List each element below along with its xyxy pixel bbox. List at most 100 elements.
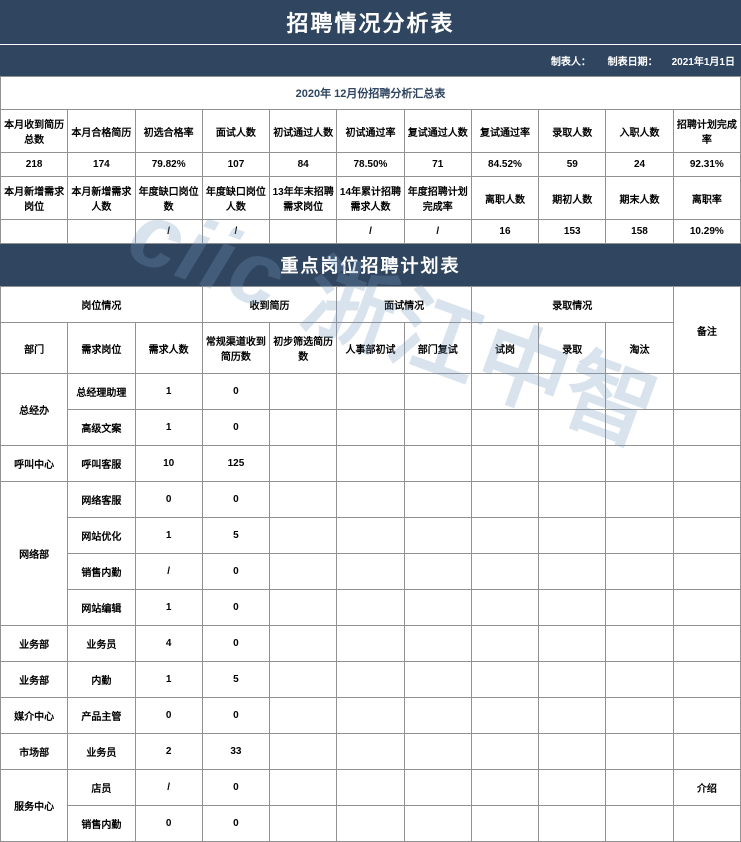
summary-cell: /: [135, 220, 202, 244]
plan-cell: [337, 554, 404, 590]
group-header-resume: 收到简历: [202, 287, 337, 323]
plan-cell: 0: [202, 590, 269, 626]
dept-cell: 呼叫中心: [1, 446, 68, 482]
plan-cell: [673, 806, 740, 842]
plan-cell: 0: [202, 554, 269, 590]
plan-cell: [337, 446, 404, 482]
plan-cell: [606, 734, 673, 770]
plan-cell: [404, 698, 471, 734]
summary-value-row-1: 21817479.82%1078478.50%7184.52%592492.31…: [1, 153, 741, 177]
plan-cell: [673, 482, 740, 518]
plan-cell: [606, 806, 673, 842]
plan-cell: 网站编辑: [68, 590, 135, 626]
plan-cell: [404, 446, 471, 482]
summary-cell: 年度招聘计划完成率: [404, 177, 471, 220]
plan-cell: [539, 590, 606, 626]
summary-cell: 79.82%: [135, 153, 202, 177]
plan-cell: [337, 590, 404, 626]
summary-cell: 年度缺口岗位人数: [202, 177, 269, 220]
plan-cell: 0: [135, 698, 202, 734]
summary-cell: [270, 220, 337, 244]
plan-cell: 10: [135, 446, 202, 482]
plan-cell: [606, 590, 673, 626]
plan-cell: 1: [135, 518, 202, 554]
plan-cell: [673, 410, 740, 446]
plan-cell: [270, 518, 337, 554]
plan-cell: [270, 770, 337, 806]
plan-cell: 2: [135, 734, 202, 770]
plan-table: 岗位情况 收到简历 面试情况 录取情况 备注 部门需求岗位需求人数常规渠道收到简…: [0, 286, 741, 842]
plan-cell: [539, 662, 606, 698]
plan-cell: 0: [202, 770, 269, 806]
meta-row: 制表人： 制表日期：2021年1月1日: [0, 44, 741, 76]
plan-cell: [337, 770, 404, 806]
plan-cell: [471, 374, 538, 410]
summary-cell: 复试通过率: [471, 110, 538, 153]
dept-cell: 媒介中心: [1, 698, 68, 734]
summary-cell: 年度缺口岗位数: [135, 177, 202, 220]
main-title: 招聘情况分析表: [0, 0, 741, 44]
plan-sub-header: 录取: [539, 323, 606, 374]
plan-row: 呼叫中心呼叫客服10125: [1, 446, 741, 482]
plan-row: 市场部业务员233: [1, 734, 741, 770]
plan-cell: [539, 554, 606, 590]
plan-cell: 0: [135, 482, 202, 518]
plan-row: 高级文案10: [1, 410, 741, 446]
summary-cell: 59: [539, 153, 606, 177]
plan-cell: [539, 698, 606, 734]
plan-cell: [270, 446, 337, 482]
plan-cell: [404, 482, 471, 518]
summary-cell: /: [404, 220, 471, 244]
plan-cell: [337, 698, 404, 734]
plan-sub-header: 部门复试: [404, 323, 471, 374]
plan-row: 业务部内勤15: [1, 662, 741, 698]
plan-cell: [337, 410, 404, 446]
plan-cell: [606, 446, 673, 482]
plan-cell: [606, 698, 673, 734]
plan-cell: [471, 554, 538, 590]
summary-cell: 招聘计划完成率: [673, 110, 740, 153]
plan-cell: 5: [202, 662, 269, 698]
summary-cell: 初试通过率: [337, 110, 404, 153]
plan-sub-header: 淘汰: [606, 323, 673, 374]
summary-cell: 71: [404, 153, 471, 177]
plan-cell: 0: [202, 626, 269, 662]
plan-cell: [270, 554, 337, 590]
summary-caption: 2020年 12月份招聘分析汇总表: [1, 77, 741, 110]
summary-cell: 离职率: [673, 177, 740, 220]
date-value: 2021年1月1日: [672, 57, 735, 68]
plan-cell: [471, 482, 538, 518]
summary-value-row-2: ////1615315810.29%: [1, 220, 741, 244]
plan-cell: [539, 518, 606, 554]
plan-cell: [471, 446, 538, 482]
plan-cell: 4: [135, 626, 202, 662]
dept-cell: 网络部: [1, 482, 68, 626]
group-header-position: 岗位情况: [1, 287, 203, 323]
summary-cell: 复试通过人数: [404, 110, 471, 153]
author-label: 制表人：: [551, 57, 591, 68]
plan-cell: 0: [202, 410, 269, 446]
summary-cell: 初试通过人数: [270, 110, 337, 153]
summary-cell: 84: [270, 153, 337, 177]
group-header-hire: 录取情况: [471, 287, 673, 323]
plan-cell: 业务员: [68, 734, 135, 770]
plan-cell: [471, 518, 538, 554]
plan-cell: [673, 662, 740, 698]
plan-cell: 呼叫客服: [68, 446, 135, 482]
plan-cell: [270, 698, 337, 734]
plan-cell: [270, 662, 337, 698]
plan-cell: [539, 806, 606, 842]
summary-cell: 本月收到简历总数: [1, 110, 68, 153]
plan-cell: [404, 626, 471, 662]
plan-cell: [539, 482, 606, 518]
plan-cell: [270, 482, 337, 518]
plan-row: 网站优化15: [1, 518, 741, 554]
plan-cell: [673, 590, 740, 626]
plan-cell: [404, 554, 471, 590]
summary-cell: 174: [68, 153, 135, 177]
plan-sub-header: 试岗: [471, 323, 538, 374]
plan-cell: [404, 374, 471, 410]
summary-cell: [68, 220, 135, 244]
summary-cell: 入职人数: [606, 110, 673, 153]
plan-sub-header: 人事部初试: [337, 323, 404, 374]
